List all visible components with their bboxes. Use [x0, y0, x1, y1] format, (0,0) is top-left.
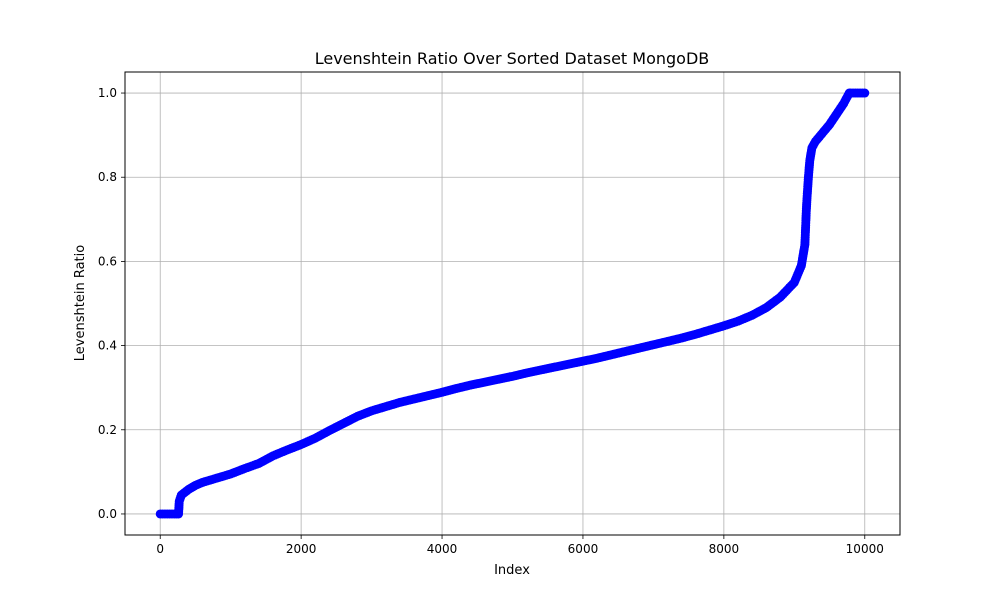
y-tick-label: 1.0 [98, 86, 117, 100]
x-tick-label: 8000 [709, 542, 740, 556]
x-tick-label: 2000 [286, 542, 317, 556]
data-points [155, 88, 870, 519]
y-tick-label: 0.8 [98, 170, 117, 184]
x-axis-ticks: 0 2000 4000 6000 8000 10000 [156, 535, 884, 556]
y-axis-ticks: 0.0 0.2 0.4 0.6 0.8 1.0 [98, 86, 125, 521]
y-axis-label: Levenshtein Ratio [73, 245, 88, 361]
y-tick-label: 0.6 [98, 254, 117, 268]
x-axis-label: Index [494, 563, 530, 578]
y-tick-label: 0.2 [98, 423, 117, 437]
x-tick-label: 10000 [846, 542, 884, 556]
data-point [860, 88, 870, 98]
y-tick-label: 0.0 [98, 507, 117, 521]
x-tick-label: 6000 [568, 542, 599, 556]
x-tick-label: 4000 [427, 542, 458, 556]
plot-frame [124, 71, 901, 536]
y-tick-label: 0.4 [98, 339, 117, 353]
x-tick-label: 0 [156, 542, 164, 556]
chart-title: Levenshtein Ratio Over Sorted Dataset Mo… [315, 49, 710, 68]
grid-lines [125, 72, 900, 535]
